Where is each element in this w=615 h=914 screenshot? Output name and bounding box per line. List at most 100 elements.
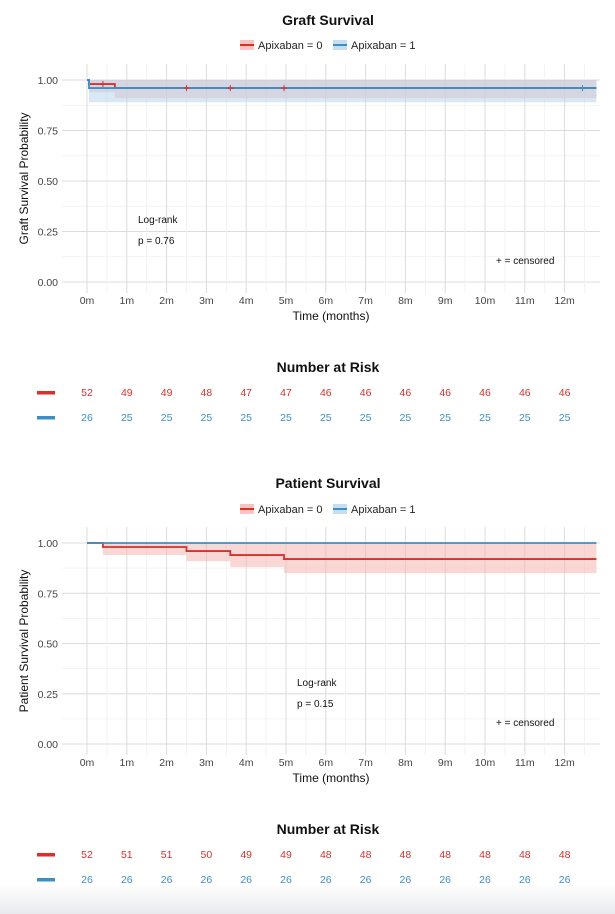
risk-count: 48 xyxy=(439,849,451,861)
y-tick-label: 0.00 xyxy=(38,277,59,289)
risk-count: 49 xyxy=(121,387,133,399)
censor-mark xyxy=(579,85,586,92)
x-tick-label: 12m xyxy=(554,757,575,769)
x-tick-label: 6m xyxy=(319,757,334,769)
risk-count: 46 xyxy=(479,387,491,399)
x-tick-label: 2m xyxy=(159,757,174,769)
risk-count: 26 xyxy=(81,412,93,424)
x-tick-label: 0m xyxy=(80,757,95,769)
risk-count: 48 xyxy=(400,849,412,861)
x-tick-label: 8m xyxy=(398,757,413,769)
risk-count: 52 xyxy=(81,387,93,399)
risk-count: 25 xyxy=(240,412,252,424)
risk-row-key-2 xyxy=(37,416,55,420)
y-tick-label: 0.00 xyxy=(38,739,59,751)
x-tick-label: 7m xyxy=(358,295,373,307)
x-tick-label: 6m xyxy=(319,295,334,307)
risk-count: 25 xyxy=(559,412,571,424)
p-value: p = 0.76 xyxy=(138,236,175,247)
x-tick-label: 12m xyxy=(554,295,575,307)
y-tick-label: 0.50 xyxy=(38,176,59,188)
risk-row-key-2 xyxy=(37,878,55,882)
risk-count: 26 xyxy=(81,874,93,886)
censor-mark xyxy=(183,85,190,92)
logrank-label: Log-rank xyxy=(138,215,178,226)
risk-count: 46 xyxy=(519,387,531,399)
risk-count: 46 xyxy=(320,387,332,399)
y-tick-label: 0.75 xyxy=(38,126,59,138)
risk-count: 48 xyxy=(479,849,491,861)
risk-count: 46 xyxy=(360,387,372,399)
risk-count: 26 xyxy=(240,874,252,886)
x-tick-label: 5m xyxy=(279,295,294,307)
y-axis-label: Patient Survival Probability xyxy=(17,570,31,713)
risk-count: 26 xyxy=(201,874,213,886)
censor-mark xyxy=(227,85,234,92)
risk-count: 48 xyxy=(320,849,332,861)
risk-count: 49 xyxy=(240,849,252,861)
y-tick-label: 0.25 xyxy=(38,689,59,701)
chart-title: Patient Survival xyxy=(275,475,380,491)
x-tick-label: 1m xyxy=(120,757,135,769)
risk-count: 25 xyxy=(161,412,173,424)
x-axis-label: Time (months) xyxy=(293,771,370,785)
risk-count: 49 xyxy=(161,387,173,399)
legend-label-1: Apixaban = 0 xyxy=(258,504,323,516)
risk-count: 51 xyxy=(161,849,173,861)
y-tick-label: 0.50 xyxy=(38,639,59,651)
legend-label-2: Apixaban = 1 xyxy=(351,504,416,516)
risk-count: 50 xyxy=(201,849,213,861)
y-tick-label: 1.00 xyxy=(38,538,59,550)
risk-count: 48 xyxy=(201,387,213,399)
risk-count: 46 xyxy=(439,387,451,399)
x-tick-label: 3m xyxy=(199,757,214,769)
survival-curve-2 xyxy=(87,79,597,89)
risk-count: 25 xyxy=(479,412,491,424)
x-tick-label: 10m xyxy=(475,295,496,307)
x-tick-label: 4m xyxy=(239,757,254,769)
x-tick-label: 5m xyxy=(279,757,294,769)
survival-chart-2: Patient Survival Apixaban = 0 Apixaban = 1… xyxy=(17,475,600,886)
risk-count: 25 xyxy=(320,412,332,424)
legend-label-2: Apixaban = 1 xyxy=(351,40,416,52)
risk-row-key-1 xyxy=(37,853,55,857)
y-tick-label: 1.00 xyxy=(38,75,59,87)
risk-count: 25 xyxy=(400,412,412,424)
x-tick-label: 4m xyxy=(239,295,254,307)
x-tick-label: 3m xyxy=(199,295,214,307)
survival-curve-1 xyxy=(87,542,597,560)
risk-count: 26 xyxy=(559,874,571,886)
risk-count: 48 xyxy=(519,849,531,861)
risk-count: 25 xyxy=(121,412,133,424)
risk-count: 25 xyxy=(201,412,213,424)
chart-title: Graft Survival xyxy=(282,12,374,28)
risk-table-title: Number at Risk xyxy=(277,821,380,837)
risk-count: 26 xyxy=(161,874,173,886)
x-tick-label: 9m xyxy=(438,295,453,307)
risk-count: 48 xyxy=(360,849,372,861)
risk-count: 47 xyxy=(240,387,252,399)
risk-count: 26 xyxy=(519,874,531,886)
risk-table-title: Number at Risk xyxy=(277,359,380,375)
y-tick-label: 0.25 xyxy=(38,227,59,239)
legend: Apixaban = 0 Apixaban = 1 xyxy=(240,40,416,52)
x-tick-label: 1m xyxy=(120,295,135,307)
risk-count: 26 xyxy=(400,874,412,886)
x-tick-label: 0m xyxy=(80,295,95,307)
x-tick-label: 11m xyxy=(515,295,535,307)
risk-count: 48 xyxy=(559,849,571,861)
risk-count: 25 xyxy=(280,412,292,424)
x-axis-label: Time (months) xyxy=(293,309,370,323)
legend: Apixaban = 0 Apixaban = 1 xyxy=(240,504,416,516)
number-at-risk-table: Number at Risk 52 51 51 50 49 49 48 48 48 48 48 48 48… xyxy=(37,821,571,886)
risk-count: 46 xyxy=(400,387,412,399)
x-tick-label: 9m xyxy=(438,757,453,769)
risk-count: 49 xyxy=(280,849,292,861)
risk-count: 26 xyxy=(320,874,332,886)
x-tick-label: 8m xyxy=(398,295,413,307)
risk-count: 26 xyxy=(360,874,372,886)
survival-chart-1: Graft Survival Apixaban = 0 Apixaban = 1 0.… xyxy=(17,12,600,424)
y-axis-label: Graft Survival Probability xyxy=(17,112,31,244)
risk-count: 25 xyxy=(519,412,531,424)
